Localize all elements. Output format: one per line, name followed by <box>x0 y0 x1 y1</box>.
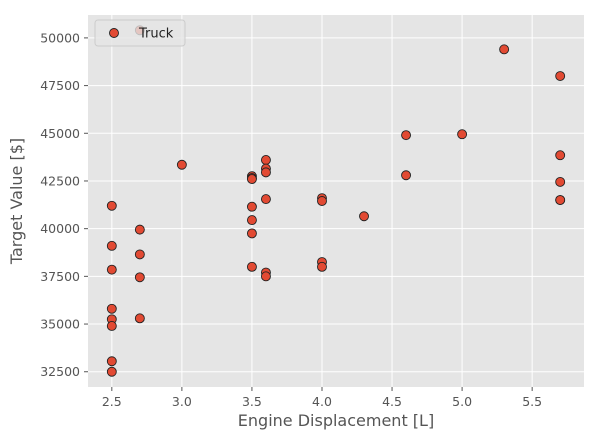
x-tick-label: 3.5 <box>242 394 262 409</box>
data-point <box>317 261 327 272</box>
data-point <box>317 196 327 206</box>
data-point <box>176 159 187 170</box>
y-axis-ticks: 32500 35000 37500 40000 42500 45000 47500 50000 <box>40 30 88 379</box>
data-point <box>260 271 271 282</box>
legend-marker <box>109 28 119 38</box>
y-tick-label: 32500 <box>40 364 80 379</box>
x-tick-label: 3.0 <box>172 394 192 409</box>
x-tick-label: 5.5 <box>522 394 542 409</box>
x-axis-ticks: 2.5 3.0 3.5 4.0 4.5 5.0 5.5 <box>102 387 542 409</box>
data-point <box>134 249 145 260</box>
data-point <box>106 264 117 275</box>
data-point <box>246 201 257 212</box>
legend-box <box>94 19 186 47</box>
data-point <box>555 176 566 187</box>
data-point <box>499 44 510 55</box>
y-tick-label: 50000 <box>40 30 80 45</box>
data-point <box>457 129 468 140</box>
data-point <box>106 321 117 331</box>
data-point <box>106 366 117 377</box>
data-point <box>359 211 369 222</box>
x-tick-label: 5.0 <box>452 394 472 409</box>
data-point <box>401 130 412 141</box>
y-tick-label: 47500 <box>40 78 80 93</box>
x-tick-label: 4.0 <box>312 394 332 409</box>
data-point <box>555 150 566 161</box>
data-point <box>401 170 412 181</box>
x-tick-label: 2.5 <box>102 394 122 409</box>
data-point <box>555 195 566 205</box>
data-point <box>260 155 271 165</box>
data-point <box>106 303 117 314</box>
data-point <box>134 272 145 283</box>
data-point <box>246 174 257 185</box>
y-tick-label: 35000 <box>40 317 80 332</box>
data-point <box>246 215 257 226</box>
x-tick-label: 4.5 <box>382 394 402 409</box>
y-tick-label: 37500 <box>40 269 80 284</box>
data-points <box>106 25 566 377</box>
grid-lines <box>88 15 584 387</box>
data-point <box>134 313 145 324</box>
y-tick-label: 40000 <box>40 221 80 236</box>
data-point <box>555 71 566 81</box>
data-point <box>246 261 257 272</box>
data-point <box>106 356 117 367</box>
data-point <box>260 167 271 178</box>
data-point <box>246 228 257 239</box>
data-point <box>134 224 145 235</box>
x-axis-label: Engine Displacement [L] <box>238 411 434 430</box>
y-tick-label: 45000 <box>40 126 80 141</box>
data-point <box>106 200 117 211</box>
plot-background <box>88 15 584 387</box>
y-tick-label: 42500 <box>40 173 80 188</box>
legend: Truck <box>94 19 186 47</box>
legend-label: Truck <box>138 27 174 42</box>
data-point <box>106 240 117 251</box>
y-axis-label: Target Value [$] <box>7 138 26 265</box>
data-point <box>260 194 271 205</box>
